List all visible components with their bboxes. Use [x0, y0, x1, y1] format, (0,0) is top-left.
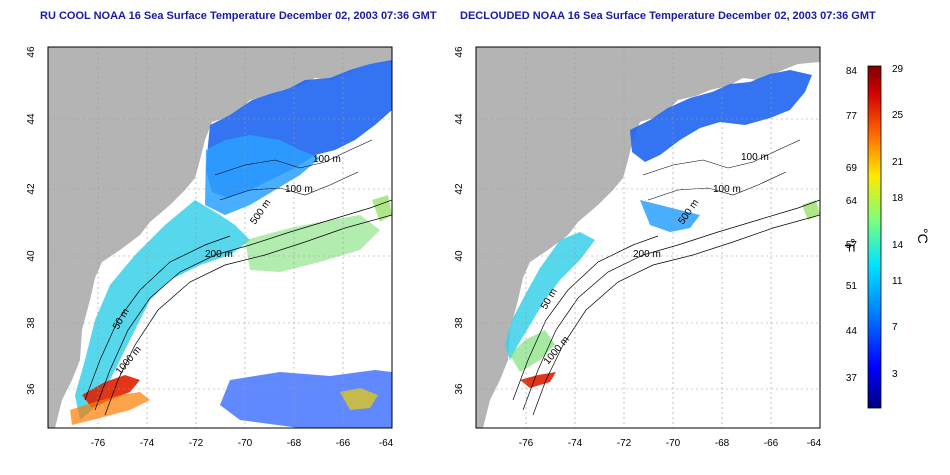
- map-content-declouded: [476, 47, 820, 428]
- sst-cool-region: [640, 200, 700, 232]
- contour-label: 100 m: [313, 154, 341, 165]
- y-tick-label: 44: [26, 113, 37, 125]
- x-tick-label: -66: [764, 438, 779, 449]
- f-tick-label: 84: [846, 66, 858, 77]
- contour-label: 100 m: [741, 152, 769, 163]
- isobath-gom-1: [214, 139, 373, 176]
- sst-warm-region: [82, 375, 140, 408]
- sst-midshelf-region: [510, 330, 555, 372]
- map-frame: [475, 46, 821, 429]
- y-axis-ticks: 36 38 40 42 44 46: [26, 46, 37, 395]
- isobath-50m: [512, 235, 659, 401]
- isobath-1000m: [104, 214, 392, 416]
- map-frame: [47, 46, 393, 429]
- y-tick-label: 40: [26, 250, 37, 262]
- y-tick-label: 40: [454, 250, 465, 262]
- y-tick-label: 44: [454, 113, 465, 125]
- isobath-gom-2: [647, 171, 787, 201]
- y-tick-label: 36: [454, 383, 465, 395]
- colorbar-label-celsius: °C: [915, 228, 931, 244]
- contour-label: 200 m: [633, 249, 661, 260]
- sst-cool-region: [205, 135, 320, 215]
- c-tick-label: 3: [892, 369, 898, 380]
- c-tick-label: 18: [892, 193, 904, 204]
- sst-gulfstream-region: [70, 392, 150, 425]
- x-tick-label: -70: [666, 438, 681, 449]
- c-tick-label: 29: [892, 64, 904, 75]
- colorbar-label-fahrenheit: °F: [842, 238, 858, 252]
- contour-label: 100 m: [713, 184, 741, 195]
- y-tick-label: 36: [26, 383, 37, 395]
- c-tick-label: 25: [892, 110, 904, 121]
- c-tick-label: 14: [892, 240, 904, 251]
- isobath-1000m: [532, 214, 820, 416]
- map-grid: [476, 47, 820, 428]
- x-tick-label: -70: [238, 438, 253, 449]
- map-panel-raw: 100 m 100 m 500 m 200 m 50 m 1000 m -76 …: [26, 46, 394, 449]
- x-tick-label: -72: [189, 438, 204, 449]
- f-tick-label: 44: [846, 326, 858, 337]
- map-title-declouded: DECLOUDED NOAA 16 Sea Surface Temperatur…: [460, 10, 876, 22]
- map-panel-declouded: 100 m 100 m 500 m 200 m 50 m 1000 m -76 …: [454, 46, 822, 449]
- x-axis-ticks: -76 -74 -72 -70 -68 -66 -64: [91, 438, 394, 449]
- sst-offshore-patches: [220, 370, 392, 428]
- land-mass: [476, 47, 820, 428]
- x-axis-ticks: -76 -74 -72 -70 -68 -66 -64: [519, 438, 822, 449]
- y-tick-label: 46: [454, 46, 465, 58]
- colorbar-c-ticks: 29 25 21 18 14 11 7 3: [892, 64, 904, 380]
- x-tick-label: -76: [519, 438, 534, 449]
- isobath-200m: [94, 199, 392, 411]
- isobath-200m: [522, 199, 820, 411]
- sst-cold-region: [630, 70, 812, 162]
- x-tick-label: -74: [140, 438, 155, 449]
- isobath-gom-1: [642, 139, 801, 176]
- c-tick-label: 21: [892, 157, 904, 168]
- colorbar: 84 77 69 64 57 51 44 37 29 25 21 18 14 1…: [842, 64, 931, 409]
- y-tick-label: 38: [454, 317, 465, 329]
- y-tick-label: 42: [26, 183, 37, 195]
- y-tick-label: 46: [26, 46, 37, 58]
- sst-shelf-region: [505, 232, 595, 360]
- x-tick-label: -68: [287, 438, 302, 449]
- x-tick-label: -68: [715, 438, 730, 449]
- colorbar-f-ticks: 84 77 69 64 57 51 44 37: [846, 66, 858, 384]
- y-tick-label: 38: [26, 317, 37, 329]
- f-tick-label: 51: [846, 281, 858, 292]
- x-tick-label: -64: [807, 438, 822, 449]
- colorbar-scale: [867, 65, 882, 409]
- x-tick-label: -72: [617, 438, 632, 449]
- land-mass: [48, 47, 392, 428]
- x-tick-label: -64: [379, 438, 394, 449]
- map-title-raw: RU COOL NOAA 16 Sea Surface Temperature …: [40, 10, 437, 22]
- f-tick-label: 64: [846, 196, 858, 207]
- map-grid: [48, 47, 392, 428]
- contour-label: 100 m: [285, 184, 313, 195]
- f-tick-label: 37: [846, 373, 858, 384]
- f-tick-label: 57: [846, 240, 858, 251]
- c-tick-label: 7: [892, 322, 898, 333]
- isobath-gom-2: [219, 171, 359, 201]
- y-axis-ticks: 36 38 40 42 44 46: [454, 46, 465, 395]
- contour-label: 200 m: [205, 249, 233, 260]
- f-tick-label: 69: [846, 163, 858, 174]
- x-tick-label: -76: [91, 438, 106, 449]
- isobath-50m: [84, 235, 231, 401]
- sst-warm-region: [520, 372, 556, 388]
- sst-offshore-warm: [340, 388, 378, 410]
- sst-midshelf-region: [245, 215, 380, 272]
- f-tick-label: 77: [846, 111, 858, 122]
- c-tick-label: 11: [892, 276, 903, 287]
- y-tick-label: 42: [454, 183, 465, 195]
- x-tick-label: -74: [568, 438, 583, 449]
- map-content-raw: [48, 47, 392, 428]
- sst-shelf-region: [75, 200, 250, 420]
- x-tick-label: -66: [336, 438, 351, 449]
